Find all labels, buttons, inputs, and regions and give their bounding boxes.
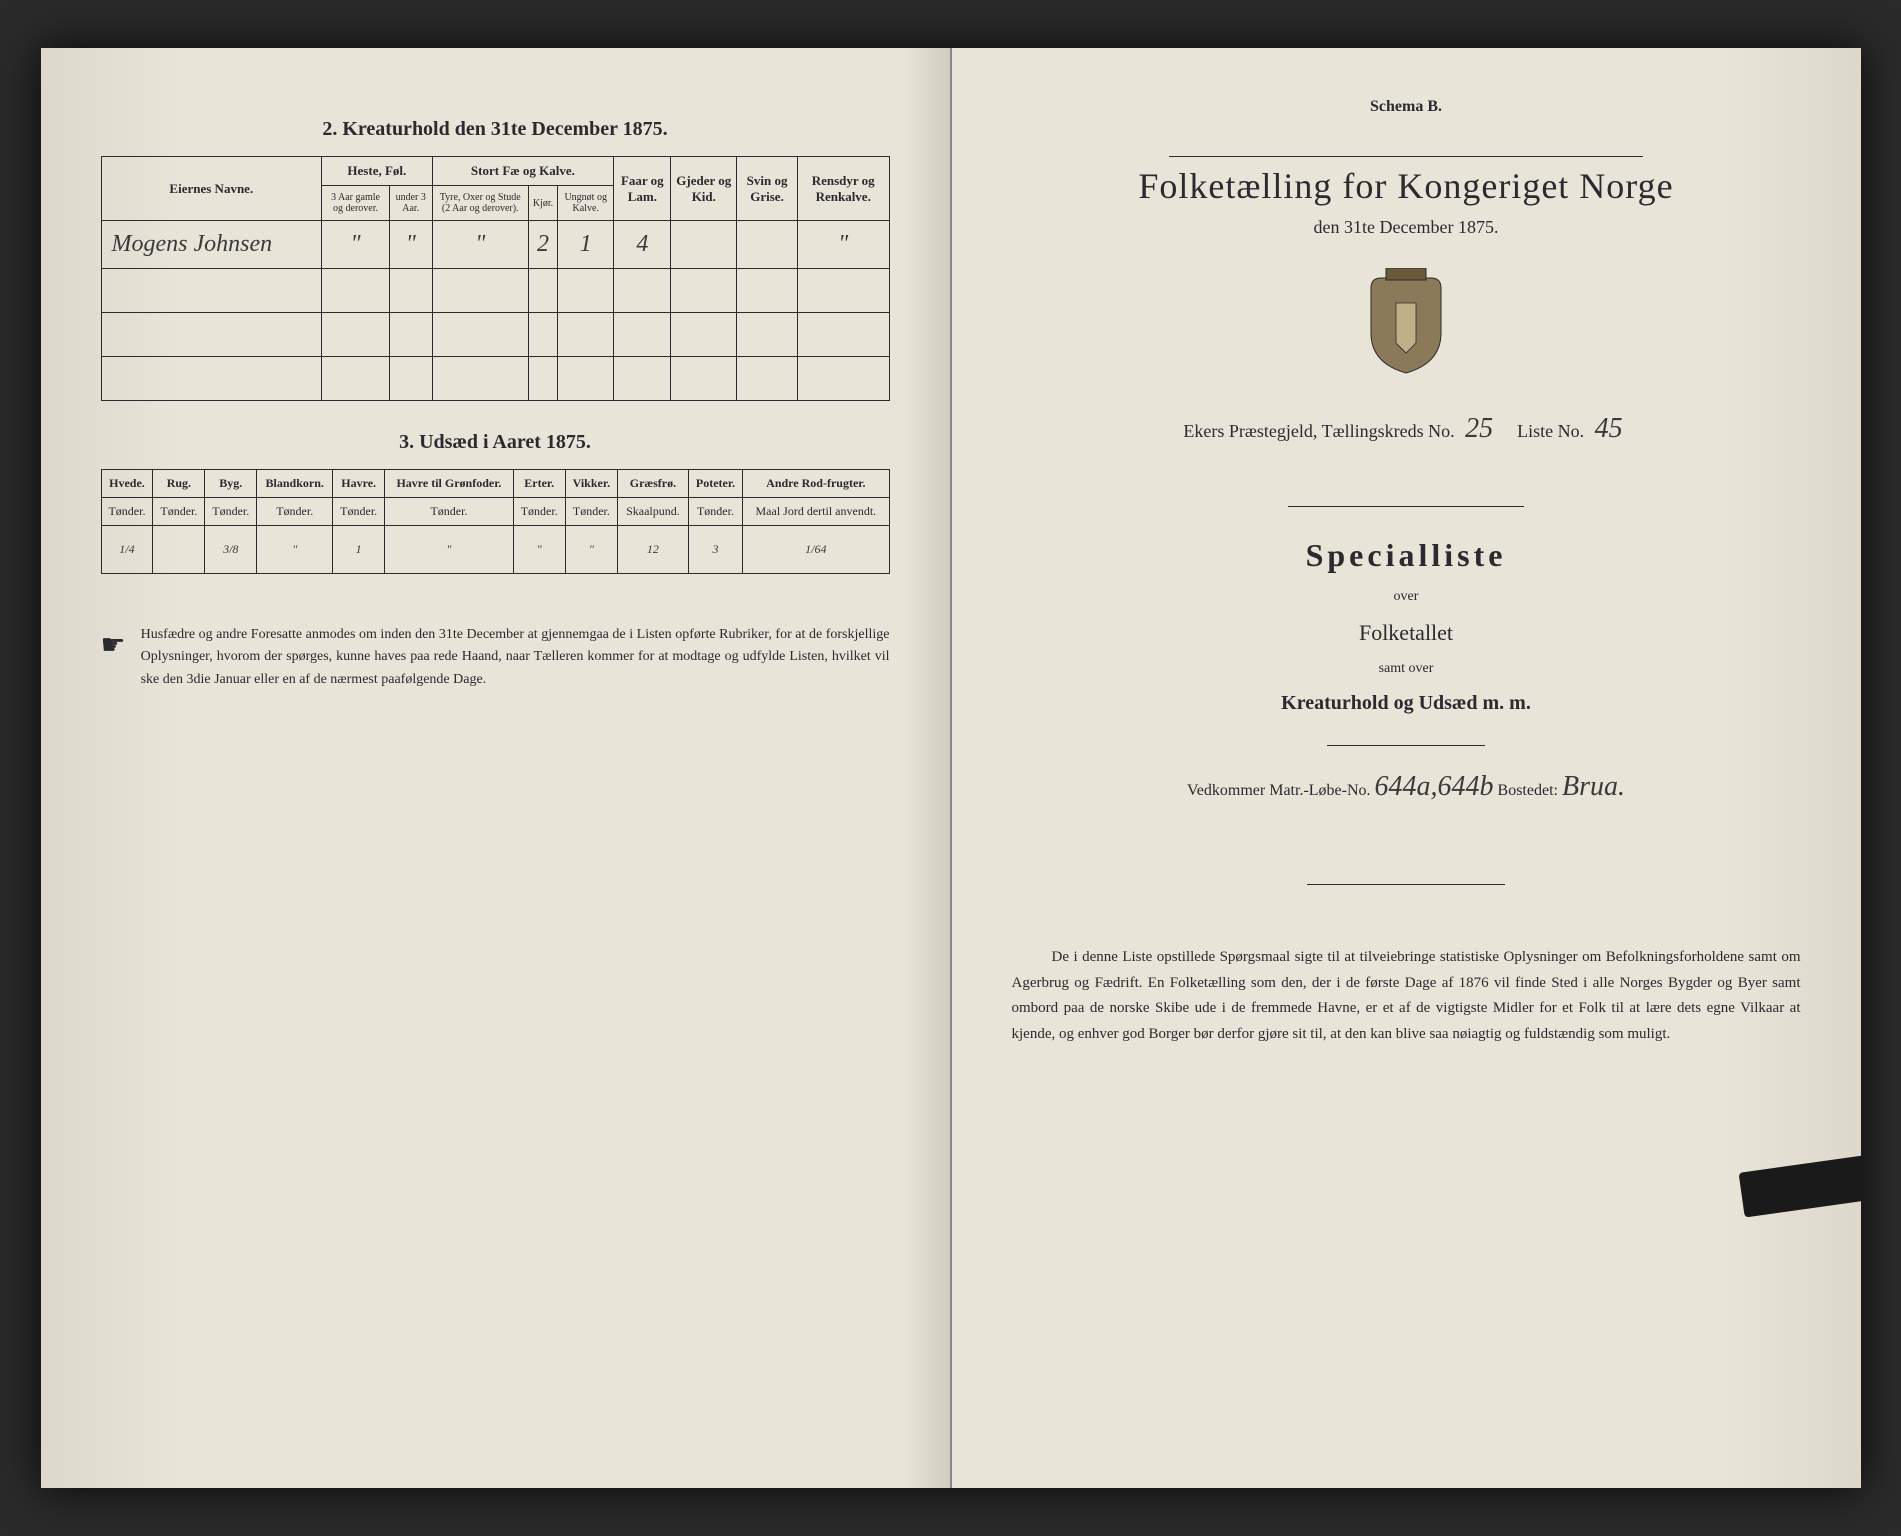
- date-line: den 31te December 1875.: [1012, 217, 1801, 238]
- schema-label: Schema B.: [1012, 98, 1801, 116]
- cell-c7: [737, 221, 798, 269]
- liste-label: Liste No.: [1517, 421, 1584, 441]
- th-name: Eiernes Navne.: [101, 157, 322, 221]
- t3h8: Græsfrø.: [618, 470, 689, 498]
- t3h5: Havre til Grønfoder.: [385, 470, 514, 498]
- specialliste-title: Specialliste: [1012, 537, 1801, 574]
- footnote-text: Husfædre og andre Foresatte anmodes om i…: [141, 624, 890, 691]
- th-sub-0: 3 Aar gamle og derover.: [322, 186, 390, 221]
- t3u3: Tønder.: [257, 498, 333, 526]
- cell-c3: 2: [528, 221, 557, 269]
- binder-clip-icon: [1738, 1153, 1860, 1217]
- th-faar: Faar og Lam.: [614, 157, 671, 221]
- t3h7: Vikker.: [565, 470, 617, 498]
- bosted: Brua.: [1562, 771, 1625, 804]
- t3u6: Tønder.: [513, 498, 565, 526]
- t3u0: Tønder.: [101, 498, 153, 526]
- cell-c0: ": [322, 221, 390, 269]
- liste-no: 45: [1589, 413, 1629, 446]
- t3u10: Maal Jord dertil anvendt.: [743, 498, 889, 526]
- bosted-label: Bostedet:: [1498, 782, 1558, 799]
- cell-c2: ": [432, 221, 528, 269]
- t3u9: Tønder.: [688, 498, 742, 526]
- cell-name: Mogens Johnsen: [101, 221, 322, 269]
- table-kreaturhold: Eiernes Navne. Heste, Føl. Stort Fæ og K…: [101, 156, 890, 401]
- vedkommer-line: Vedkommer Matr.-Løbe-No. 644a,644b Boste…: [1012, 771, 1801, 804]
- over-1: over: [1012, 589, 1801, 605]
- coat-of-arms-icon: [1012, 268, 1801, 383]
- district-prefix: Ekers Præstegjeld, Tællingskreds No.: [1183, 421, 1454, 441]
- t3c1: [153, 526, 205, 574]
- t3c5: ": [385, 526, 514, 574]
- th-rensdyr: Rensdyr og Renkalve.: [797, 157, 889, 221]
- th-stortfae: Stort Fæ og Kalve.: [432, 157, 614, 186]
- t3u5: Tønder.: [385, 498, 514, 526]
- t3h3: Blandkorn.: [257, 470, 333, 498]
- district-line: Ekers Præstegjeld, Tællingskreds No. 25 …: [1012, 413, 1801, 446]
- pointer-icon: ☛: [101, 624, 126, 691]
- right-page: Schema B. Folketælling for Kongeriget No…: [952, 48, 1861, 1488]
- district-no: 25: [1459, 413, 1499, 446]
- t3h9: Poteter.: [688, 470, 742, 498]
- t3c9: 3: [688, 526, 742, 574]
- t3h4: Havre.: [333, 470, 385, 498]
- table-udsaed: Hvede. Rug. Byg. Blandkorn. Havre. Havre…: [101, 469, 890, 574]
- t3h10: Andre Rod-frugter.: [743, 470, 889, 498]
- th-sub-3: Kjør.: [528, 186, 557, 221]
- t3c4: 1: [333, 526, 385, 574]
- section3-title: 3. Udsæd i Aaret 1875.: [101, 431, 890, 454]
- t3c8: 12: [618, 526, 689, 574]
- bottom-paragraph: De i denne Liste opstillede Spørgsmaal s…: [1012, 945, 1801, 1047]
- cell-c4: 1: [558, 221, 614, 269]
- t3c0: 1/4: [101, 526, 153, 574]
- cell-c5: 4: [614, 221, 671, 269]
- t3c3: ": [257, 526, 333, 574]
- samt-over: samt over: [1012, 661, 1801, 677]
- th-gjeder: Gjeder og Kid.: [671, 157, 737, 221]
- t3u4: Tønder.: [333, 498, 385, 526]
- t3u1: Tønder.: [153, 498, 205, 526]
- th-sub-1: under 3 Aar.: [389, 186, 432, 221]
- th-heste: Heste, Føl.: [322, 157, 432, 186]
- th-svin: Svin og Grise.: [737, 157, 798, 221]
- matr-no: 644a,644b: [1375, 771, 1494, 804]
- t3c7: ": [565, 526, 617, 574]
- t3u8: Skaalpund.: [618, 498, 689, 526]
- folketallet: Folketallet: [1012, 620, 1801, 646]
- t3c2: 3/8: [205, 526, 257, 574]
- t3h6: Erter.: [513, 470, 565, 498]
- footnote-block: ☛ Husfædre og andre Foresatte anmodes om…: [101, 624, 890, 691]
- t3h1: Rug.: [153, 470, 205, 498]
- section2-title: 2. Kreaturhold den 31te December 1875.: [101, 118, 890, 141]
- t3u7: Tønder.: [565, 498, 617, 526]
- th-sub-4: Ungnøt og Kalve.: [558, 186, 614, 221]
- t3u2: Tønder.: [205, 498, 257, 526]
- t3h2: Byg.: [205, 470, 257, 498]
- book-spread: 2. Kreaturhold den 31te December 1875. E…: [41, 48, 1861, 1488]
- th-sub-2: Tyre, Oxer og Stude (2 Aar og derover).: [432, 186, 528, 221]
- kreatur-line: Kreaturhold og Udsæd m. m.: [1012, 692, 1801, 715]
- t3h0: Hvede.: [101, 470, 153, 498]
- cell-c6: [671, 221, 737, 269]
- main-title: Folketælling for Kongeriget Norge: [1012, 165, 1801, 207]
- cell-c1: ": [389, 221, 432, 269]
- t3c10: 1/64: [743, 526, 889, 574]
- cell-c8: ": [797, 221, 889, 269]
- left-page: 2. Kreaturhold den 31te December 1875. E…: [41, 48, 952, 1488]
- t3c6: ": [513, 526, 565, 574]
- vedkommer-prefix: Vedkommer Matr.-Løbe-No.: [1187, 782, 1371, 799]
